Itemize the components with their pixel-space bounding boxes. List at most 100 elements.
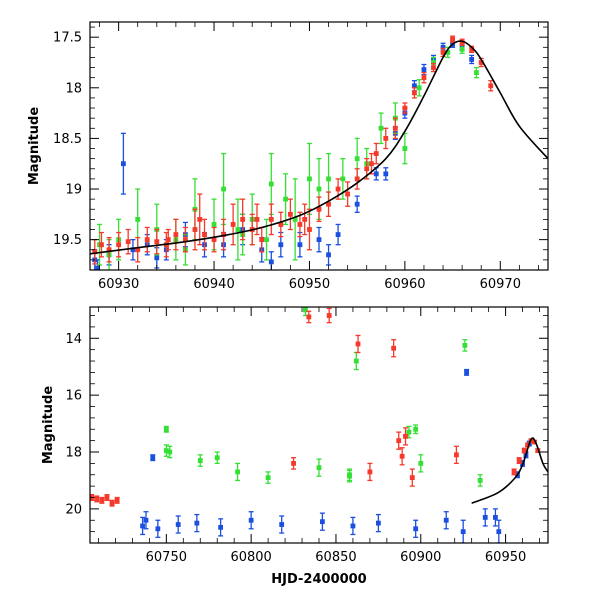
point-marker xyxy=(416,85,422,91)
point-marker xyxy=(511,469,517,475)
point-marker xyxy=(211,222,217,227)
data-point-blue xyxy=(194,513,200,533)
point-marker xyxy=(92,249,98,255)
x-tick-label: 60800 xyxy=(230,550,271,565)
data-point-red xyxy=(402,102,408,114)
point-marker xyxy=(335,186,341,192)
point-marker xyxy=(326,252,331,258)
data-point-green xyxy=(283,173,289,226)
point-marker xyxy=(120,161,126,167)
bottom-panel: 60750 60800 60850 60900 60950 14 16 18 20 Magnit… xyxy=(41,306,549,587)
x-tick-label: 60940 xyxy=(193,277,234,292)
point-marker xyxy=(264,237,269,243)
point-marker xyxy=(516,458,522,463)
point-marker xyxy=(369,161,374,167)
data-point-green xyxy=(292,178,298,261)
x-tick-label: 60850 xyxy=(315,550,356,565)
point-marker xyxy=(316,186,322,192)
data-point-blue xyxy=(316,226,322,253)
point-marker xyxy=(214,455,220,461)
point-marker xyxy=(235,469,240,475)
point-marker xyxy=(307,176,312,182)
point-marker xyxy=(535,448,541,453)
data-point-red xyxy=(409,468,415,487)
point-marker xyxy=(354,201,360,207)
data-point-red xyxy=(326,191,332,218)
data-point-red xyxy=(104,494,110,501)
data-point-red xyxy=(202,218,207,251)
data-point-green xyxy=(347,469,353,483)
data-point-red xyxy=(411,87,417,99)
point-marker xyxy=(173,232,179,237)
data-point-red xyxy=(488,80,494,92)
point-marker xyxy=(197,216,203,222)
point-marker xyxy=(402,105,408,111)
point-marker xyxy=(154,255,160,261)
data-point-red xyxy=(297,211,303,238)
point-marker xyxy=(469,46,475,52)
point-marker xyxy=(454,452,459,458)
data-point-green xyxy=(221,152,227,226)
top-ticks: 60930 60940 60950 60960 60970 17.5 18 18.5 19 19.… xyxy=(53,22,548,292)
data-point-red xyxy=(373,142,379,165)
point-marker xyxy=(95,265,101,270)
point-marker xyxy=(278,242,284,248)
data-point-blue xyxy=(350,516,356,536)
point-marker xyxy=(316,237,322,243)
point-marker xyxy=(221,186,226,192)
data-point-blue xyxy=(335,223,341,246)
point-marker xyxy=(140,523,145,529)
data-point-red xyxy=(383,127,389,150)
point-marker xyxy=(230,222,236,227)
data-point-red xyxy=(291,457,297,470)
point-marker xyxy=(155,526,161,532)
data-point-green xyxy=(473,66,479,79)
data-point-blue xyxy=(492,508,498,527)
point-marker xyxy=(353,358,359,364)
data-point-green xyxy=(235,198,241,261)
model-curve xyxy=(471,437,548,504)
data-point-blue xyxy=(469,54,475,65)
point-marker xyxy=(443,517,449,523)
point-marker xyxy=(431,60,436,65)
top-panel: 60930 60940 60950 60960 60970 17.5 18 18.5 19 19.… xyxy=(27,21,549,292)
x-tick-label: 60950 xyxy=(289,277,330,292)
point-marker xyxy=(496,529,502,535)
bottom-xlabel: HJD-2400000 xyxy=(271,572,366,587)
data-point-blue xyxy=(496,519,502,543)
point-marker xyxy=(459,39,465,45)
data-point-red xyxy=(516,457,522,465)
data-point-red xyxy=(287,198,293,231)
data-point-red xyxy=(240,198,246,241)
point-marker xyxy=(116,242,122,248)
top-ylabel: Magnitude xyxy=(27,107,42,186)
point-marker xyxy=(268,259,274,265)
data-point-red xyxy=(421,71,427,84)
y-tick-label: 18 xyxy=(65,81,82,96)
point-marker xyxy=(345,191,351,197)
point-marker xyxy=(106,247,112,253)
point-marker xyxy=(221,232,226,237)
data-point-green xyxy=(378,112,384,145)
data-point-red xyxy=(197,193,203,246)
data-point-red xyxy=(154,228,160,255)
bottom-data-points xyxy=(90,307,541,543)
data-point-blue xyxy=(326,244,332,266)
data-point-red xyxy=(399,447,405,466)
data-point-blue xyxy=(319,512,325,531)
point-marker xyxy=(306,314,312,320)
data-point-green xyxy=(416,79,422,97)
point-marker xyxy=(459,46,465,52)
point-marker xyxy=(163,426,169,432)
data-point-red xyxy=(268,203,274,236)
point-marker xyxy=(303,307,308,313)
y-tick-label: 20 xyxy=(65,502,82,517)
data-point-blue xyxy=(460,519,466,543)
point-marker xyxy=(532,439,537,445)
x-tick-label: 60950 xyxy=(485,550,526,565)
data-point-green xyxy=(265,471,271,484)
point-marker xyxy=(197,458,203,463)
point-marker xyxy=(167,449,173,455)
point-marker xyxy=(431,65,436,70)
